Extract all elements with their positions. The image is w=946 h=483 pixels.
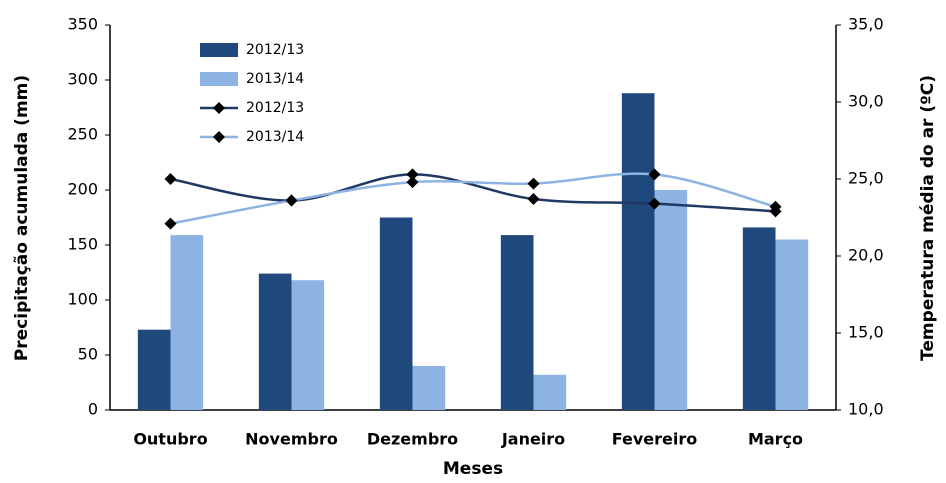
line	[170, 173, 776, 213]
y2-tick-label: 25,0	[848, 169, 884, 188]
legend-swatch	[200, 43, 238, 57]
marker	[164, 217, 177, 230]
marker	[406, 168, 419, 181]
y-tick-label: 100	[67, 290, 98, 309]
legend-label: 2013/14	[246, 129, 304, 145]
marker	[648, 197, 661, 210]
x-axis-label: Meses	[443, 459, 503, 479]
bar	[654, 190, 688, 410]
x-tick-label: Fevereiro	[612, 430, 698, 449]
y2-tick-label: 10,0	[848, 400, 884, 419]
y2-tick-label: 35,0	[848, 15, 884, 34]
bar	[170, 235, 204, 410]
bar	[291, 280, 325, 410]
legend-label: 2012/13	[246, 100, 304, 116]
legend-label: 2013/14	[246, 71, 304, 87]
marker	[527, 177, 540, 190]
line	[170, 172, 776, 225]
y-axis-label: Precipitação acumulada (mm)	[12, 75, 32, 361]
bar	[258, 273, 292, 410]
y-tick-label: 0	[88, 400, 98, 419]
y-tick-label: 250	[67, 125, 98, 144]
y-tick-label: 200	[67, 180, 98, 199]
marker	[648, 168, 661, 181]
bar	[742, 227, 776, 410]
y-tick-label: 150	[67, 235, 98, 254]
legend-swatch	[200, 72, 238, 86]
y2-tick-label: 20,0	[848, 246, 884, 265]
x-tick-label: Março	[748, 430, 803, 449]
y2-axis-label: Temperatura média do ar (ºC)	[918, 75, 938, 361]
bar	[533, 374, 567, 410]
y2-tick-label: 30,0	[848, 92, 884, 111]
marker	[164, 173, 177, 185]
bar	[379, 217, 413, 410]
bar	[412, 366, 446, 410]
x-tick-label: Janeiro	[501, 430, 565, 449]
bar	[621, 93, 655, 410]
legend-label: 2012/13	[246, 42, 304, 58]
legend-marker	[213, 102, 225, 114]
x-tick-label: Outubro	[133, 430, 207, 449]
marker	[527, 193, 540, 206]
y-tick-label: 300	[67, 70, 98, 89]
bar	[500, 235, 534, 410]
bar	[775, 239, 809, 410]
marker	[285, 194, 298, 207]
marker	[769, 200, 782, 213]
bar	[137, 329, 171, 410]
y2-tick-label: 15,0	[848, 323, 884, 342]
x-tick-label: Novembro	[245, 430, 338, 449]
y-tick-label: 50	[78, 345, 98, 364]
y-tick-label: 350	[67, 15, 98, 34]
legend-marker	[213, 131, 225, 143]
x-tick-label: Dezembro	[367, 430, 458, 449]
marker	[406, 176, 419, 189]
